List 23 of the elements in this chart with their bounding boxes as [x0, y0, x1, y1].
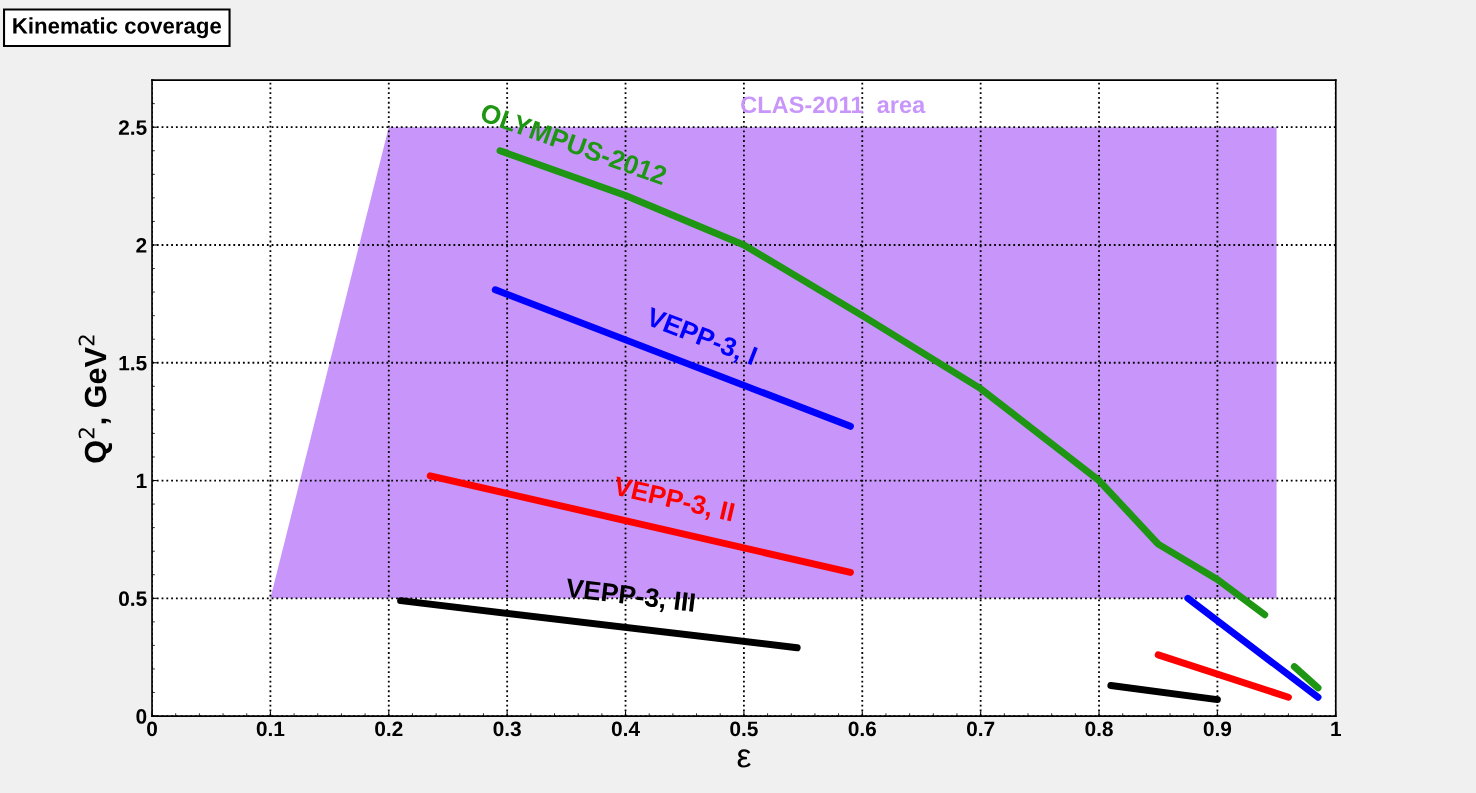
y-tick-label: 2.5 [118, 120, 147, 135]
x-tick-label: 0.6 [848, 721, 877, 737]
x-tick-label: 0.9 [1203, 721, 1232, 737]
series-label: CLAS-2011 area [741, 96, 926, 114]
y-axis-title: Q$^{2}$, GeV$^{2}$ [78, 335, 113, 463]
x-tick-label: 0.5 [730, 721, 758, 737]
x-tick-label: 0.1 [256, 721, 285, 737]
y-tick-label: 1.5 [119, 355, 147, 371]
y-tick-label: 1 [136, 473, 147, 489]
y-tick-label: 0 [136, 709, 147, 724]
x-tick-label: 0.7 [967, 721, 995, 737]
x-tick-label: 0.2 [375, 721, 403, 737]
x-axis-title: ε [737, 749, 751, 768]
x-tick-label: 0.4 [611, 721, 640, 737]
y-tick-label: 2 [136, 237, 147, 253]
x-tick-label: 0.3 [493, 721, 521, 737]
x-tick-label: 0.8 [1085, 721, 1113, 737]
text: VEPP-3, II [611, 476, 735, 526]
x-tick-label: 0 [147, 721, 157, 737]
text: VEPP-3, III [564, 578, 696, 616]
x-tick-label: 1 [1331, 721, 1341, 737]
y-tick-label: 0.5 [119, 591, 147, 607]
chart-title: Kinematic coverage [13, 17, 222, 39]
